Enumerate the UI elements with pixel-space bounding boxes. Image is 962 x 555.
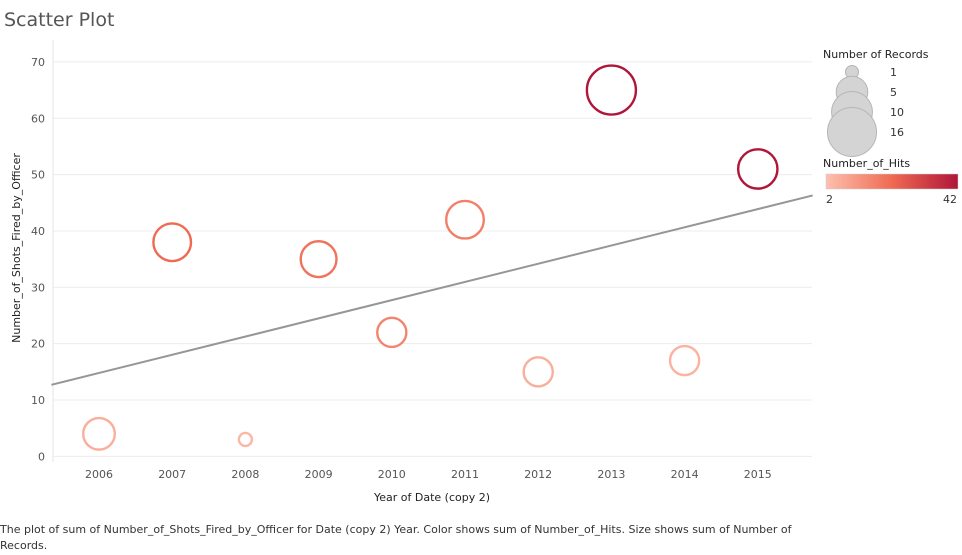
trend-line <box>51 194 813 386</box>
color-legend-bar <box>825 173 959 190</box>
y-tick-label: 30 <box>31 281 45 294</box>
y-tick-label: 20 <box>31 338 45 351</box>
y-tick-label: 0 <box>38 450 45 463</box>
x-tick-label: 2011 <box>451 468 479 481</box>
color-legend-max: 42 <box>943 193 957 206</box>
x-tick-label: 2015 <box>744 468 772 481</box>
y-tick-label: 40 <box>31 225 45 238</box>
y-tick-label: 10 <box>31 394 45 407</box>
scatter-point <box>585 64 638 116</box>
x-tick-label: 2010 <box>378 468 406 481</box>
x-tick-label: 2013 <box>597 468 625 481</box>
size-legend: Number of Records 1 5 10 16 <box>823 48 929 157</box>
size-legend-mark <box>827 107 877 157</box>
color-legend-min: 2 <box>826 193 833 206</box>
grid-lines <box>52 40 812 462</box>
x-tick-label: 2014 <box>671 468 699 481</box>
y-axis: 0 10 20 30 40 50 60 70 <box>31 56 45 463</box>
points-layer <box>82 64 779 451</box>
x-tick-label: 2008 <box>231 468 259 481</box>
x-axis: 2006 2007 2008 2009 2010 2011 2012 2013 2014 2015 <box>85 468 772 481</box>
y-tick-label: 50 <box>31 169 45 182</box>
x-tick-label: 2012 <box>524 468 552 481</box>
y-tick-label: 70 <box>31 56 45 69</box>
scatter-point <box>376 316 408 349</box>
size-legend-label: 10 <box>890 106 904 119</box>
color-legend: Number_of_Hits 2 42 <box>823 157 959 206</box>
chart-title: Scatter Plot <box>4 9 115 31</box>
scatter-point <box>668 344 701 377</box>
color-legend-title: Number_of_Hits <box>823 157 910 170</box>
scatter-point <box>237 431 254 448</box>
scatter-point <box>299 240 338 279</box>
y-axis-title: Number_of_Shots_Fired_by_Officer <box>10 153 23 343</box>
chart-caption: The plot of sum of Number_of_Shots_Fired… <box>0 523 792 552</box>
size-legend-label: 1 <box>890 66 897 79</box>
scatter-point <box>736 148 779 190</box>
x-tick-label: 2007 <box>158 468 186 481</box>
scatter-point <box>82 416 116 451</box>
x-tick-label: 2009 <box>305 468 333 481</box>
scatter-point <box>152 222 193 263</box>
y-tick-label: 60 <box>31 112 45 125</box>
scatter-point <box>522 356 554 388</box>
size-legend-label: 5 <box>890 86 897 99</box>
scatter-point <box>445 199 485 240</box>
size-legend-title: Number of Records <box>823 48 929 61</box>
trend-line-layer <box>51 194 813 386</box>
size-legend-label: 16 <box>890 126 904 139</box>
x-axis-title: Year of Date (copy 2) <box>373 491 490 504</box>
scatter-chart: 0 10 20 30 40 50 60 70 2006 2007 2008 2009 2010 2011… <box>10 40 959 504</box>
x-tick-label: 2006 <box>85 468 113 481</box>
